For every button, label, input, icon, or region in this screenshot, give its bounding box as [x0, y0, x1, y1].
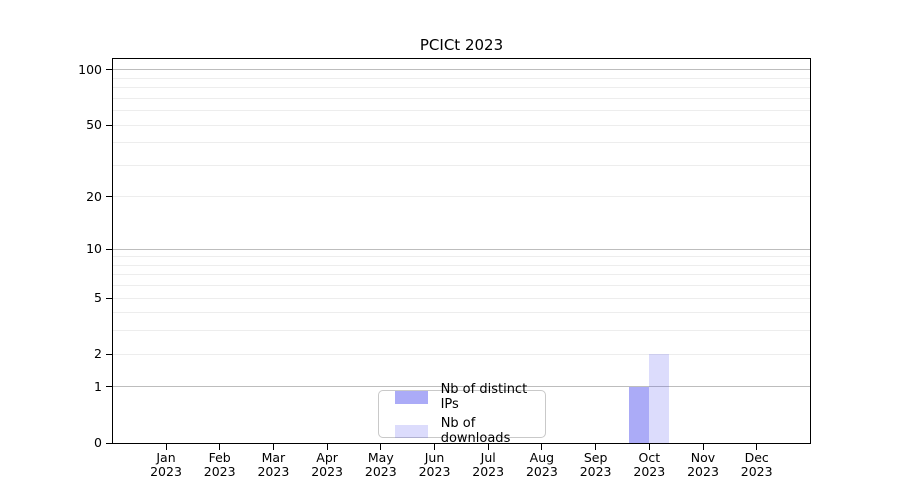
y-axis-tick: [106, 353, 113, 355]
y-axis-tick: [106, 196, 113, 198]
y-axis-tick-label: 10: [86, 241, 102, 257]
x-axis-tick: [380, 444, 382, 450]
chart-title: PCICt 2023: [419, 36, 504, 54]
legend-swatch-downloads: [395, 424, 428, 438]
legend-label-distinct-ips: Nb of distinct IPs: [440, 382, 528, 412]
y-axis-tick: [106, 248, 113, 250]
gridline-major: [113, 69, 810, 71]
gridline-minor: [113, 142, 810, 144]
x-axis-tick: [702, 444, 704, 450]
gridline-minor: [113, 77, 810, 79]
gridline-minor: [113, 274, 810, 276]
y-axis-tick-label: 5: [94, 290, 102, 306]
gridline-major: [113, 248, 810, 250]
gridline-minor: [113, 124, 810, 126]
gridline-minor: [113, 330, 810, 332]
x-axis-tick: [541, 444, 543, 450]
y-axis-tick: [106, 124, 113, 126]
plot-area: [112, 58, 811, 444]
y-axis-tick: [106, 442, 113, 444]
x-axis-tick-label: Jul 2023: [472, 450, 505, 479]
x-axis-tick-label: Sep 2023: [579, 450, 612, 479]
legend-item-distinct-ips: Nb of distinct IPs: [395, 382, 545, 412]
legend: Nb of distinct IPs Nb of downloads: [378, 382, 546, 446]
y-axis-tick-label: 2: [94, 346, 102, 362]
x-axis-tick: [165, 444, 167, 450]
x-axis-tick: [756, 444, 758, 450]
gridline-minor: [113, 353, 810, 355]
x-axis-tick-label: Mar 2023: [257, 450, 290, 479]
x-axis-tick: [272, 444, 274, 450]
x-axis-tick-label: Apr 2023: [311, 450, 343, 479]
x-axis-tick-label: Feb 2023: [203, 450, 236, 479]
y-axis-tick: [106, 297, 113, 299]
gridline-minor: [113, 256, 810, 258]
gridline-minor: [113, 110, 810, 112]
gridline-minor: [113, 264, 810, 266]
y-axis-tick-label: 50: [86, 117, 102, 133]
y-axis-tick-label: 0: [94, 435, 102, 450]
x-axis-tick: [595, 444, 597, 450]
bar-downloads: [649, 354, 670, 443]
gridline-major: [113, 386, 810, 388]
x-axis-tick: [487, 444, 489, 450]
x-axis-tick-label: May 2023: [364, 450, 397, 479]
gridline-minor: [113, 297, 810, 299]
y-axis-tick: [106, 386, 113, 388]
y-axis-tick-label: 1: [94, 378, 102, 394]
x-axis-tick-label: Dec 2023: [740, 450, 773, 479]
x-axis-tick-label: Nov 2023: [687, 450, 719, 479]
bar-distinct-ips: [629, 386, 650, 443]
gridline-minor: [113, 285, 810, 287]
gridline-minor: [113, 97, 810, 99]
gridline-minor: [113, 87, 810, 89]
x-axis-tick-label: Aug 2023: [525, 450, 558, 479]
gridline-minor: [113, 312, 810, 314]
y-axis-tick-label: 20: [86, 188, 102, 204]
x-axis-tick: [326, 444, 328, 450]
legend-item-downloads: Nb of downloads: [395, 416, 545, 446]
x-axis-tick: [434, 444, 435, 450]
x-axis-tick-label: Jan 2023: [150, 450, 182, 479]
gridline-minor: [113, 196, 810, 198]
x-axis-tick: [219, 444, 221, 450]
legend-swatch-distinct-ips: [395, 390, 428, 404]
x-axis-tick-label: Jun 2023: [418, 450, 451, 479]
y-axis-tick: [106, 69, 113, 71]
gridline-minor: [113, 164, 810, 166]
x-axis-tick: [648, 444, 650, 450]
y-axis-tick-label: 100: [78, 61, 102, 77]
x-axis-tick-label: Oct 2023: [633, 450, 666, 479]
legend-label-downloads: Nb of downloads: [440, 416, 511, 446]
